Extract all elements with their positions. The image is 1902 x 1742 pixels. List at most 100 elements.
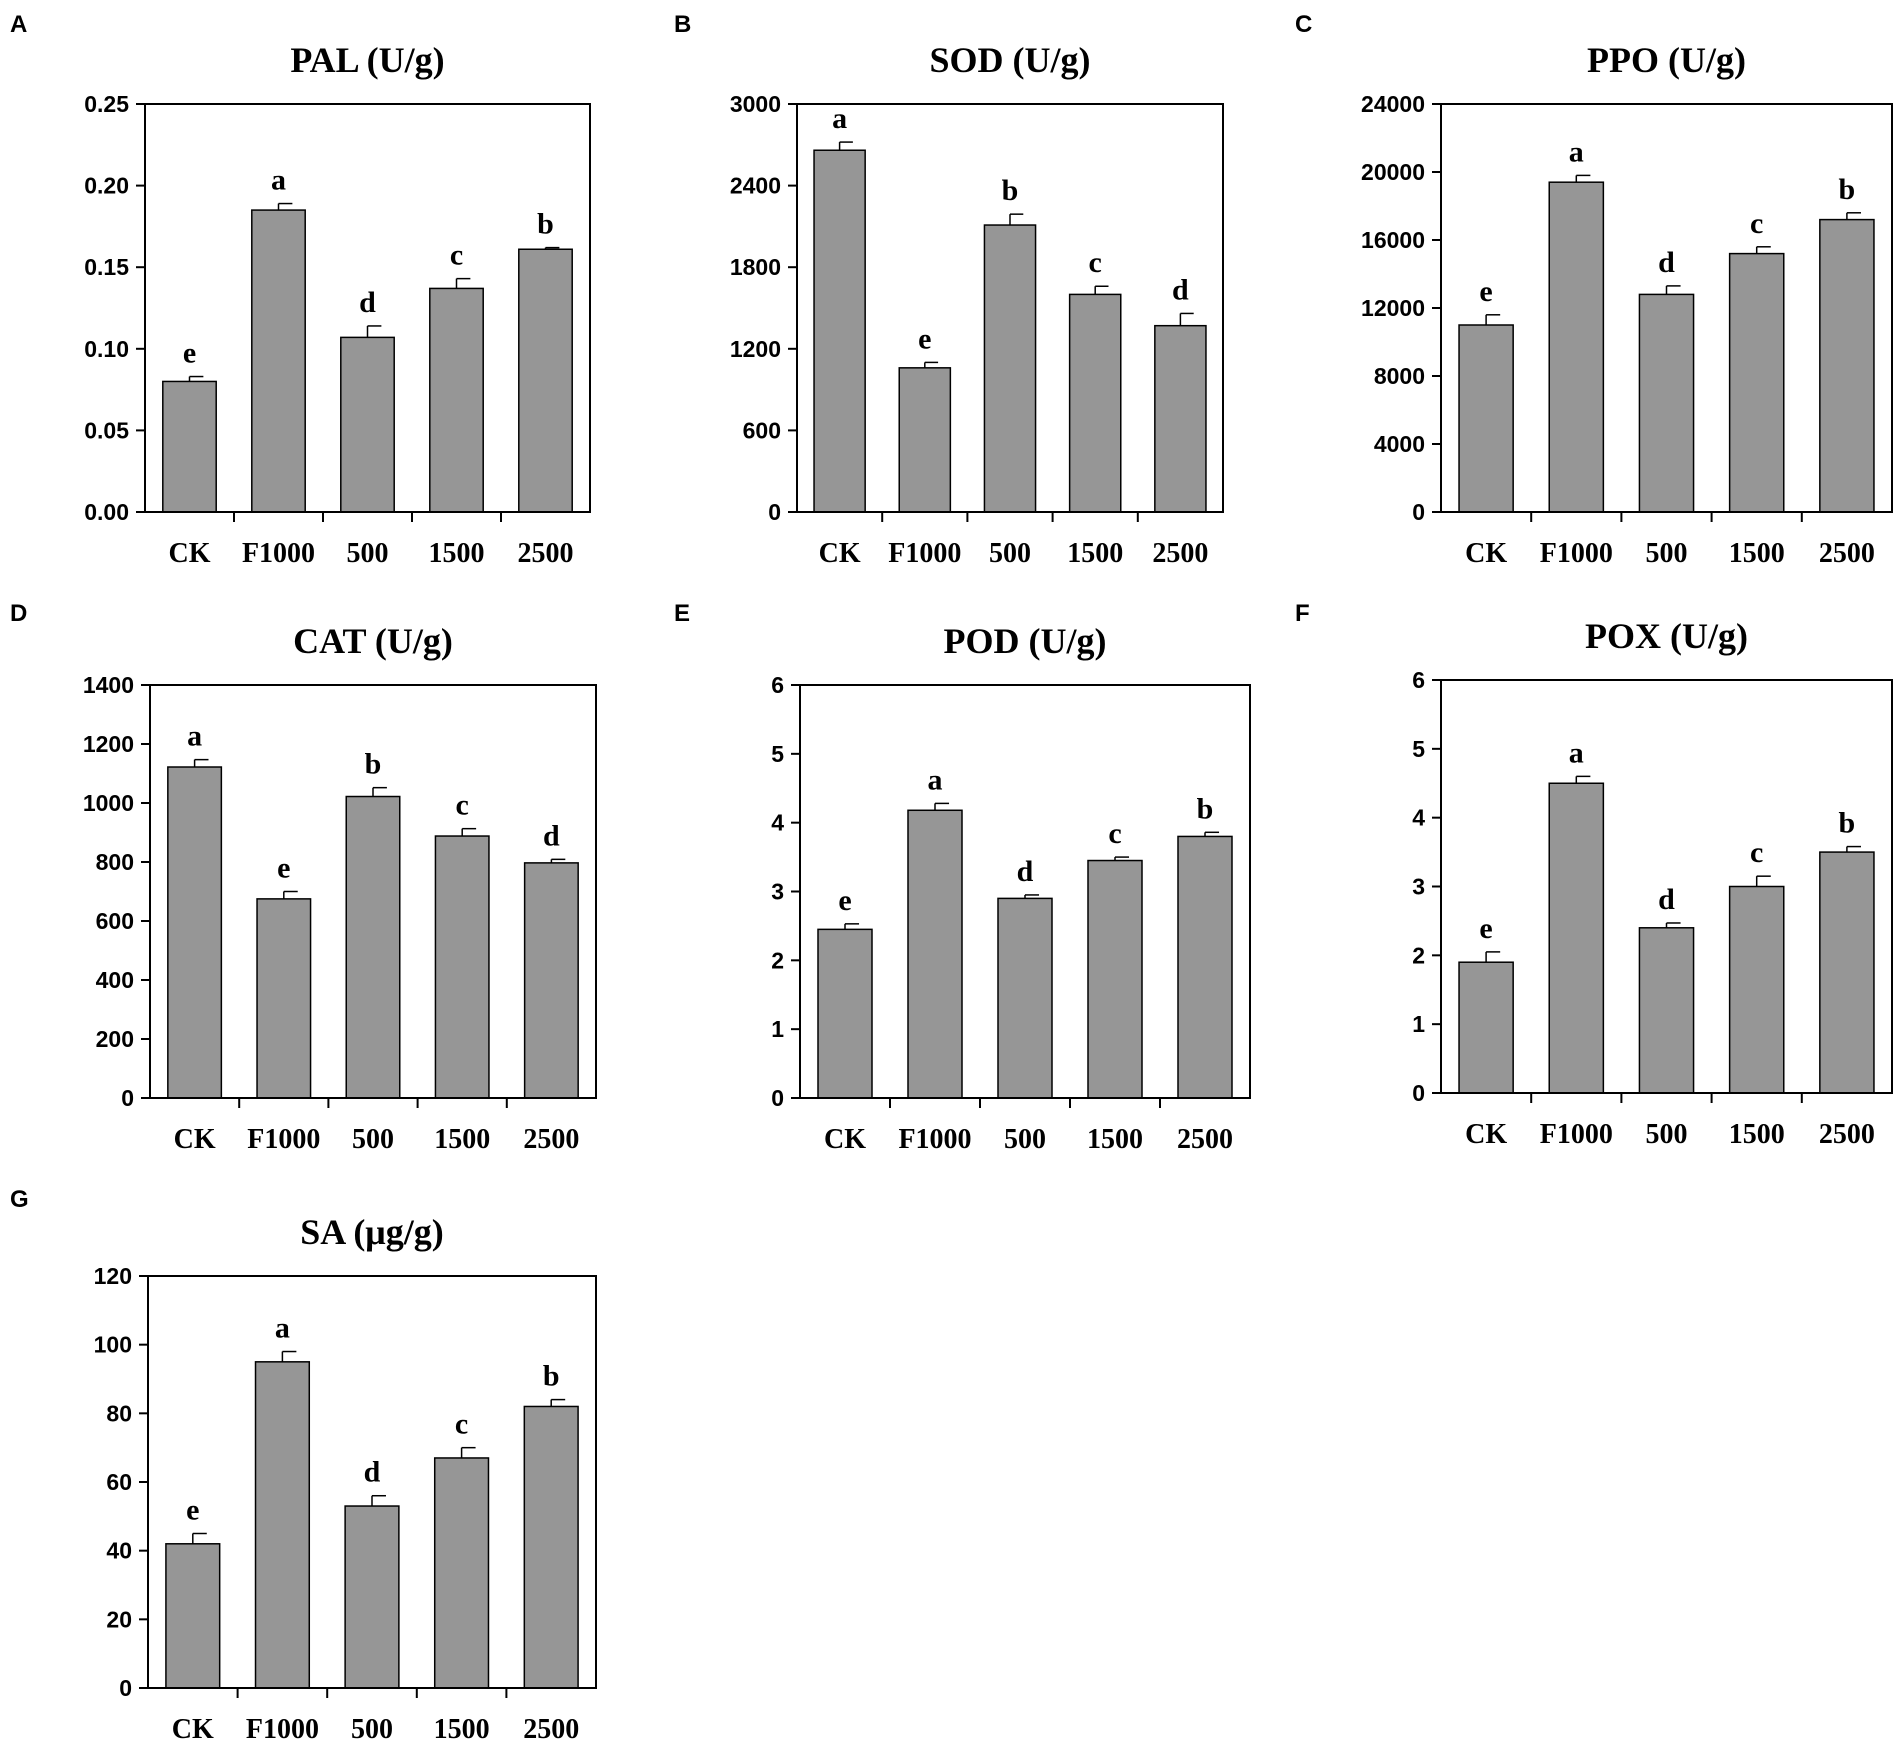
category-label: 500 (352, 1124, 394, 1155)
bar-ck (167, 766, 223, 1099)
panel-letter: E (674, 600, 690, 627)
bar-ck (817, 928, 873, 1099)
y-tick-label: 120 (94, 1263, 132, 1289)
significance-letter: a (187, 720, 202, 753)
y-tick-label: 40 (106, 1538, 132, 1564)
y-tick-label: 8000 (1374, 363, 1425, 389)
chart-panel-a: A PAL (U/g) e CK a F1000 d 500 c 1500 b 2500 0.00 0.0… (10, 11, 591, 569)
category-label: 1500 (1087, 1124, 1143, 1155)
significance-letter: e (1479, 275, 1492, 308)
chart-panel-c: C PPO (U/g) e CK a F1000 d 500 c 1500 b 2500 0 4000 80… (1295, 11, 1893, 569)
y-tick-label: 0 (121, 1085, 134, 1111)
category-label: F1000 (247, 1124, 320, 1155)
category-label: 500 (1646, 1119, 1688, 1150)
panel-letter: D (10, 600, 27, 627)
category-label: CK (169, 538, 211, 569)
y-tick-label: 5 (1412, 736, 1425, 762)
significance-letter: d (364, 1456, 381, 1489)
y-tick-label: 6 (771, 672, 784, 698)
bar-2500 (523, 1405, 579, 1689)
category-label: 1500 (429, 538, 485, 569)
significance-letter: c (1108, 817, 1121, 850)
y-tick-label: 1 (771, 1016, 784, 1042)
bar-f1000 (1548, 181, 1605, 513)
bar-2500 (1154, 324, 1207, 513)
significance-letter: d (1658, 883, 1675, 916)
category-label: F1000 (1540, 538, 1613, 569)
category-label: 2500 (1152, 538, 1208, 569)
bar-ck (813, 149, 866, 513)
y-tick-label: 1 (1412, 1011, 1425, 1037)
bar-2500 (1819, 218, 1875, 513)
y-tick-label: 1400 (83, 672, 134, 698)
significance-letter: b (537, 208, 554, 241)
bar-500 (997, 897, 1053, 1099)
y-tick-label: 400 (96, 967, 134, 993)
y-tick-label: 0 (768, 499, 781, 525)
bar-500 (344, 1505, 400, 1689)
significance-letter: a (832, 102, 847, 135)
significance-letter: b (1839, 807, 1856, 840)
panel-letter: G (10, 1186, 29, 1213)
significance-letter: b (1197, 792, 1214, 825)
category-label: CK (819, 538, 861, 569)
bar-500 (340, 336, 395, 513)
bar-ck (162, 380, 217, 513)
y-tick-label: 12000 (1361, 295, 1425, 321)
y-tick-label: 3 (1412, 874, 1425, 900)
category-label: 1500 (434, 1124, 490, 1155)
bar-f1000 (907, 809, 963, 1099)
bar-500 (345, 795, 401, 1099)
significance-letter: b (543, 1360, 560, 1393)
chart-panel-d: D CAT (U/g) a CK e F1000 b 500 c 1500 d 2500 0 200 400… (10, 600, 597, 1155)
panel-letter: B (674, 11, 691, 38)
category-label: 500 (1004, 1124, 1046, 1155)
category-label: CK (172, 1714, 214, 1742)
category-label: 500 (351, 1714, 393, 1742)
category-label: F1000 (242, 538, 315, 569)
significance-letter: a (275, 1312, 290, 1345)
category-label: 1500 (1729, 538, 1785, 569)
category-label: CK (824, 1124, 866, 1155)
y-tick-label: 1800 (730, 254, 781, 280)
y-tick-label: 6 (1412, 667, 1425, 693)
significance-letter: d (1658, 246, 1675, 279)
category-label: 2500 (1819, 538, 1875, 569)
plot-frame (144, 103, 591, 513)
significance-letter: c (456, 789, 469, 822)
category-label: 500 (347, 538, 389, 569)
y-tick-label: 0.10 (84, 336, 129, 362)
y-tick-label: 3000 (730, 91, 781, 117)
y-tick-label: 2 (771, 947, 784, 973)
plot-frame (147, 1275, 597, 1689)
bar-1500 (434, 835, 490, 1099)
significance-letter: d (1017, 855, 1034, 888)
y-tick-label: 200 (96, 1026, 134, 1052)
category-label: 2500 (523, 1124, 579, 1155)
panel-letter: C (1295, 11, 1312, 38)
category-label: 1500 (434, 1714, 490, 1742)
y-tick-label: 80 (106, 1400, 132, 1426)
chart-title: POX (U/g) (1585, 616, 1748, 656)
plot-frame (799, 684, 1251, 1099)
significance-letter: e (838, 884, 851, 917)
y-tick-label: 800 (96, 849, 134, 875)
significance-letter: b (1002, 174, 1019, 207)
plot-frame (149, 684, 597, 1099)
bar-ck (1458, 961, 1514, 1094)
significance-letter: c (1089, 246, 1102, 279)
panel-letter: F (1295, 600, 1310, 627)
bar-f1000 (256, 898, 312, 1099)
y-tick-label: 0 (1412, 499, 1425, 525)
y-tick-label: 4000 (1374, 431, 1425, 457)
y-tick-label: 2400 (730, 173, 781, 199)
bar-500 (1638, 927, 1695, 1094)
bar-2500 (1177, 835, 1233, 1099)
category-label: 1500 (1729, 1119, 1785, 1150)
y-tick-label: 0.25 (84, 91, 129, 117)
bar-ck (165, 1543, 221, 1689)
y-tick-label: 4 (1412, 805, 1425, 831)
y-tick-label: 2 (1412, 942, 1425, 968)
bar-2500 (518, 248, 573, 513)
